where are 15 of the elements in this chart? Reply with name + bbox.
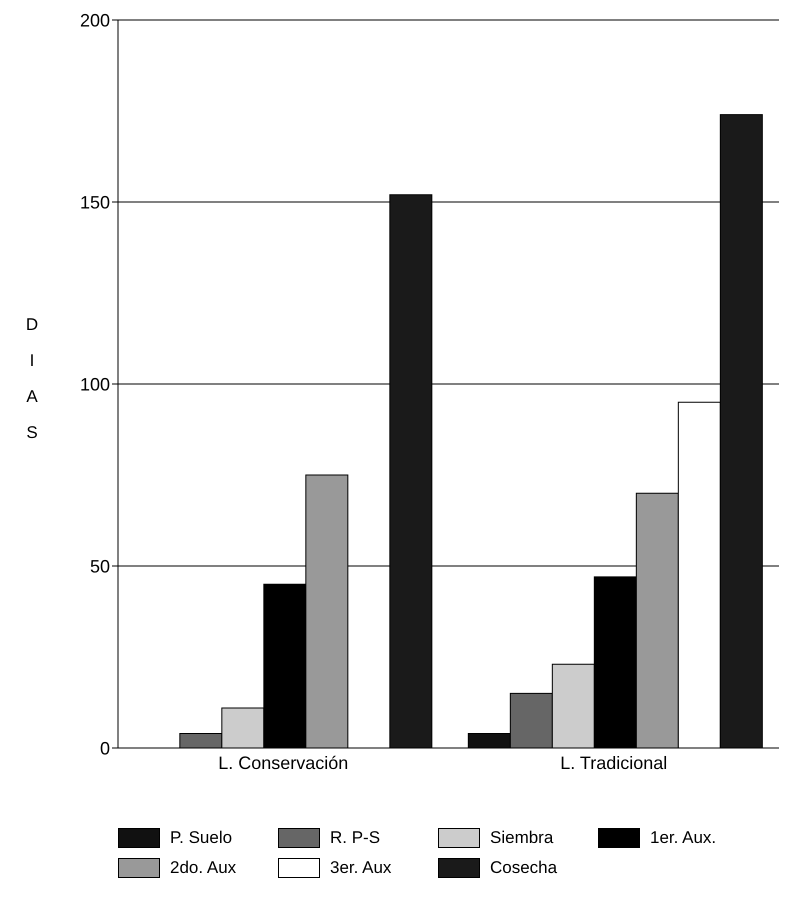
y-axis-title: DIAS [26,315,38,442]
y-tick-label: 100 [80,374,110,394]
legend-label: 1er. Aux. [650,828,716,848]
y-tick-label: 150 [80,192,110,212]
legend-label: 2do. Aux [170,858,236,878]
legend-label: R. P-S [330,828,380,848]
y-tick-label: 0 [100,738,110,758]
legend-label: 3er. Aux [330,858,392,878]
legend-label: P. Suelo [170,828,232,848]
legend-label: Cosecha [490,858,558,878]
x-tick-label: L. Tradicional [560,752,668,773]
x-tick-label: L. Conservación [218,752,348,773]
y-tick-label: 200 [80,10,110,30]
legend-label: Siembra [490,828,554,848]
y-tick-label: 50 [90,556,110,576]
